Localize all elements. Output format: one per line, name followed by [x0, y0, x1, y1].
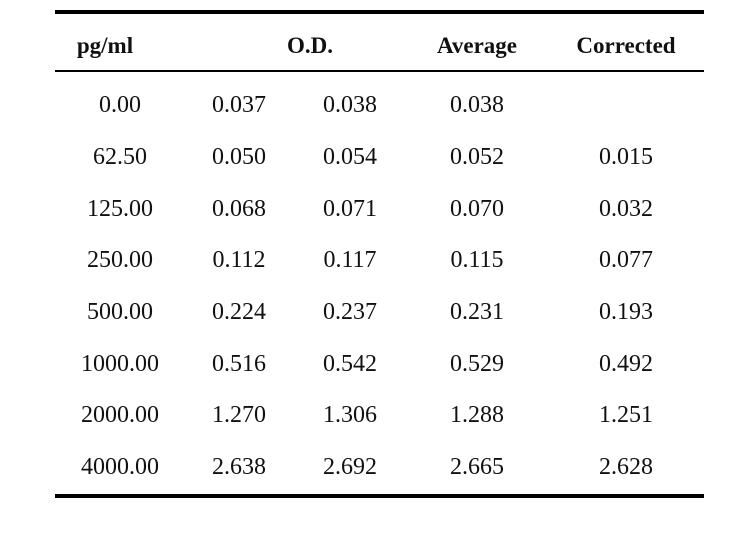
cell-concentration: 2000.00 [81, 402, 159, 429]
bottom-rule [55, 493, 704, 498]
table-row: 500.00 0.224 0.237 0.231 0.193 [55, 287, 704, 339]
cell-average: 0.052 [450, 144, 504, 171]
header-average: Average [436, 33, 518, 58]
header-corrected: Corrected [576, 33, 676, 58]
cell-average: 0.115 [450, 247, 504, 274]
table-row: 0.00 0.037 0.038 0.038 [55, 80, 704, 132]
cell-od-1: 0.068 [212, 195, 266, 222]
cell-od-2: 0.038 [323, 92, 377, 119]
cell-od-2: 0.117 [323, 247, 377, 274]
cell-average: 0.231 [450, 299, 504, 326]
cell-od-1: 0.037 [212, 92, 266, 119]
table-row: 2000.00 1.270 1.306 1.288 1.251 [55, 390, 704, 442]
cell-od-1: 0.224 [212, 299, 266, 326]
cell-od-2: 1.306 [323, 402, 377, 429]
cell-od-1: 2.638 [212, 454, 266, 481]
header-od: O.D. [287, 33, 333, 58]
cell-corrected [563, 80, 689, 132]
table-row: 250.00 0.112 0.117 0.115 0.077 [55, 235, 704, 287]
cell-corrected: 0.032 [599, 195, 653, 222]
header-concentration: pg/ml [76, 33, 134, 58]
cell-concentration: 1000.00 [81, 350, 159, 377]
cell-corrected: 2.628 [599, 454, 653, 481]
cell-od-2: 0.542 [323, 350, 377, 377]
cell-concentration: 4000.00 [81, 454, 159, 481]
table-row: 62.50 0.050 0.054 0.052 0.015 [55, 132, 704, 184]
cell-corrected: 0.077 [599, 247, 653, 274]
cell-concentration: 0.00 [99, 92, 141, 119]
cell-od-2: 2.692 [323, 454, 377, 481]
cell-corrected: 1.251 [599, 402, 653, 429]
table-row: 4000.00 2.638 2.692 2.665 2.628 [55, 442, 704, 494]
cell-od-2: 0.054 [323, 144, 377, 171]
cell-concentration: 125.00 [87, 195, 153, 222]
header-rule [55, 70, 704, 72]
cell-od-1: 0.112 [212, 247, 266, 274]
table-body: 0.00 0.037 0.038 0.038 62.50 0.050 0.054 0.052 0… [55, 72, 704, 494]
cell-corrected: 0.015 [599, 144, 653, 171]
data-table: pg/ml O.D. Average Corrected 0.00 0.037 0.… [55, 10, 704, 498]
cell-concentration: 250.00 [87, 247, 153, 274]
cell-od-1: 0.516 [212, 350, 266, 377]
cell-average: 1.288 [450, 402, 504, 429]
cell-average: 2.665 [450, 454, 504, 481]
cell-concentration: 500.00 [87, 299, 153, 326]
cell-od-1: 1.270 [212, 402, 266, 429]
table-row: 1000.00 0.516 0.542 0.529 0.492 [55, 338, 704, 390]
table-row: 125.00 0.068 0.071 0.070 0.032 [55, 183, 704, 235]
cell-od-2: 0.071 [323, 195, 377, 222]
cell-average: 0.529 [450, 350, 504, 377]
cell-corrected: 0.193 [599, 299, 653, 326]
cell-average: 0.038 [450, 92, 504, 119]
cell-od-1: 0.050 [212, 144, 266, 171]
cell-od-2: 0.237 [323, 299, 377, 326]
cell-corrected: 0.492 [599, 350, 653, 377]
cell-average: 0.070 [450, 195, 504, 222]
top-rule [55, 10, 704, 14]
cell-concentration: 62.50 [93, 144, 147, 171]
header-row: pg/ml O.D. Average Corrected [55, 14, 704, 70]
